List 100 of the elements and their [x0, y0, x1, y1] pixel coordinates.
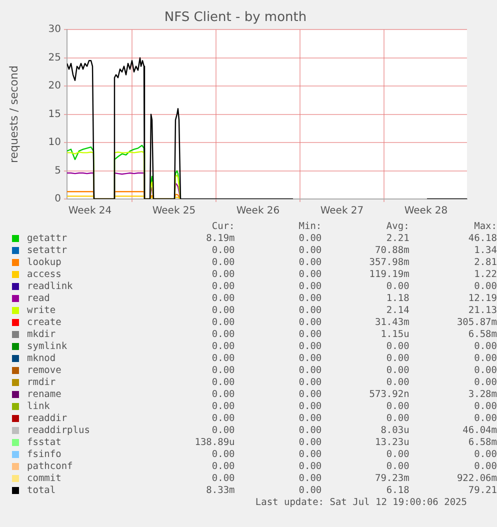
- legend-label: fsinfo: [26, 449, 62, 461]
- text: 119.19m: [368, 269, 410, 281]
- text: 1.22: [473, 269, 497, 281]
- text: 2.14: [385, 305, 410, 317]
- legend-label: read: [26, 293, 51, 305]
- text: 0.00: [385, 281, 410, 293]
- text: 0.00: [210, 377, 235, 389]
- text: 0.00: [298, 377, 322, 389]
- text: 0.00: [210, 389, 235, 401]
- text: Cur:: [210, 221, 235, 233]
- text: 0.00: [473, 377, 497, 389]
- text: 0.00: [210, 401, 235, 413]
- legend-label: readlink: [26, 281, 74, 293]
- text: 0.00: [385, 341, 410, 353]
- y-tick-label: 15: [48, 108, 61, 120]
- x-tick-label: Week 27: [320, 206, 364, 217]
- text: 0.00: [210, 317, 235, 329]
- text: 1.18: [385, 293, 410, 305]
- legend-label: pathconf: [26, 461, 74, 473]
- text: 0.00: [298, 413, 322, 425]
- text: 922.06m: [456, 473, 497, 485]
- text: 0.00: [298, 341, 322, 353]
- text: 0.00: [210, 461, 235, 473]
- text: 12.19: [467, 293, 497, 305]
- text: 0.00: [385, 413, 410, 425]
- text: 0.00: [210, 269, 235, 281]
- text: 0.00: [298, 365, 322, 377]
- text: 0.00: [298, 281, 322, 293]
- x-tick-label: Week 25: [152, 206, 196, 217]
- text: 13.23u: [374, 437, 410, 449]
- legend-label: lookup: [26, 257, 62, 269]
- text: 0.00: [385, 353, 410, 365]
- y-tick-label: 10: [48, 137, 61, 148]
- x-tick-label: Week 28: [404, 206, 448, 217]
- text: Min:: [298, 221, 322, 233]
- text: 0.00: [298, 245, 322, 257]
- y-axis-title: requests / second: [7, 66, 20, 164]
- text: 31.43m: [374, 317, 410, 329]
- text: 0.00: [473, 353, 497, 365]
- text: 0.00: [473, 413, 497, 425]
- text: 6.58m: [467, 329, 497, 341]
- legend-label: mknod: [26, 353, 57, 365]
- text: Max:: [473, 221, 497, 233]
- text: 0.00: [298, 449, 322, 461]
- text: 0.00: [210, 329, 235, 341]
- text: 0.00: [298, 425, 322, 437]
- text: 0.00: [298, 305, 322, 317]
- text: 0.00: [210, 281, 235, 293]
- y-tick-label: 5: [54, 165, 61, 176]
- text: 0.00: [210, 365, 235, 377]
- text: 3.28m: [467, 389, 497, 401]
- text: 0.00: [298, 293, 322, 305]
- legend-label: remove: [26, 365, 62, 377]
- text: 0.00: [385, 461, 410, 473]
- text: 0.00: [298, 485, 322, 497]
- text: 6.58m: [467, 437, 497, 449]
- legend-label: setattr: [26, 245, 68, 257]
- text: 70.88m: [374, 245, 410, 257]
- y-tick-label: 0: [54, 194, 61, 205]
- text: Last update: Sat Jul 12 19:00:06 2025: [255, 497, 467, 508]
- text: 0.00: [298, 233, 322, 245]
- text: 8.19m: [205, 233, 235, 245]
- text: 0.00: [210, 413, 235, 425]
- text: 0.00: [385, 377, 410, 389]
- text: 46.04m: [462, 425, 497, 437]
- text: 2.21: [385, 233, 410, 245]
- y-tick-label: 30: [48, 24, 61, 36]
- chart-title: NFS Client - by month: [164, 10, 307, 26]
- text: 6.18: [385, 485, 410, 497]
- text: 357.98m: [368, 257, 410, 269]
- text: 138.89u: [194, 437, 235, 449]
- text: 8.33m: [205, 485, 235, 497]
- y-tick-label: 20: [48, 80, 61, 92]
- text: 1.15u: [380, 329, 410, 341]
- x-tick-label: Week 26: [236, 206, 280, 217]
- text: 0.00: [210, 449, 235, 461]
- legend-label: link: [26, 401, 51, 413]
- text: 0.00: [210, 341, 235, 353]
- legend-label: mkdir: [26, 329, 57, 341]
- text: 0.00: [473, 341, 497, 353]
- text: 0.00: [210, 353, 235, 365]
- text: 46.18: [467, 233, 497, 245]
- text: 305.87m: [456, 317, 497, 329]
- legend-label: rename: [26, 389, 62, 401]
- y-tick-label: 25: [48, 52, 61, 64]
- legend-label: fsstat: [26, 437, 62, 449]
- legend-label: readdirplus: [26, 425, 90, 437]
- legend-label: getattr: [26, 233, 68, 245]
- text: 0.00: [385, 401, 410, 413]
- legend-label: write: [26, 305, 57, 317]
- text: 0.00: [298, 257, 322, 269]
- text: 0.00: [298, 317, 322, 329]
- text: 79.23m: [374, 473, 410, 485]
- text: 0.00: [298, 437, 322, 449]
- text: 0.00: [298, 461, 322, 473]
- text: 0.00: [210, 245, 235, 257]
- text: 0.00: [473, 449, 497, 461]
- text: 0.00: [385, 365, 410, 377]
- text: 0.00: [298, 353, 322, 365]
- text: Avg:: [385, 221, 410, 233]
